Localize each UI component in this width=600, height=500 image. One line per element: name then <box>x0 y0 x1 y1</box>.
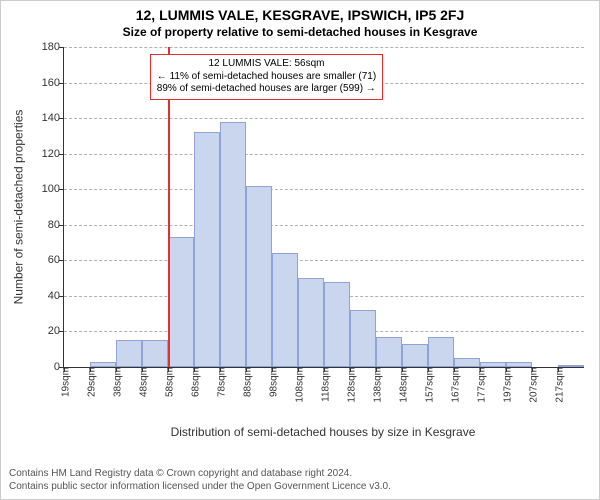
plot-area: 02040608010012014016018019sqm29sqm38sqm4… <box>63 47 584 368</box>
y-tick-label: 160 <box>42 77 64 89</box>
histogram-bar <box>376 337 402 367</box>
histogram-bar <box>402 344 428 367</box>
histogram-bar <box>298 278 324 367</box>
x-tick-label: 29sqm <box>83 367 98 397</box>
footer: Contains HM Land Registry data © Crown c… <box>9 467 591 493</box>
y-axis-label: Number of semi-detached properties <box>11 47 25 367</box>
y-tick-label: 80 <box>48 219 64 231</box>
main-title: 12, LUMMIS VALE, KESGRAVE, IPSWICH, IP5 … <box>1 7 599 23</box>
x-tick-label: 177sqm <box>473 367 488 403</box>
x-tick-label: 78sqm <box>213 367 228 397</box>
annotation-line: ← 11% of semi-detached houses are smalle… <box>157 71 376 84</box>
y-gridline <box>64 225 584 226</box>
x-tick-label: 38sqm <box>109 367 124 397</box>
x-axis-label: Distribution of semi-detached houses by … <box>63 425 583 439</box>
histogram-bar <box>246 186 272 367</box>
histogram-bar <box>116 340 142 367</box>
y-tick-label: 60 <box>48 254 64 266</box>
footer-line-1: Contains HM Land Registry data © Crown c… <box>9 467 591 480</box>
sub-title: Size of property relative to semi-detach… <box>1 25 599 39</box>
x-tick-label: 197sqm <box>499 367 514 403</box>
x-tick-label: 138sqm <box>369 367 384 403</box>
annotation-line: 89% of semi-detached houses are larger (… <box>157 83 376 96</box>
x-tick-label: 157sqm <box>421 367 436 403</box>
x-tick-label: 48sqm <box>135 367 150 397</box>
y-axis-label-text: Number of semi-detached properties <box>11 110 25 305</box>
x-tick-label: 98sqm <box>265 367 280 397</box>
x-tick-label: 148sqm <box>395 367 410 403</box>
y-tick-label: 40 <box>48 290 64 302</box>
y-gridline <box>64 154 584 155</box>
footer-line-2: Contains public sector information licen… <box>9 480 591 493</box>
x-tick-label: 19sqm <box>57 367 72 397</box>
x-tick-label: 88sqm <box>239 367 254 397</box>
x-tick-label: 207sqm <box>525 367 540 403</box>
histogram-bar <box>194 132 220 367</box>
annotation-box: 12 LUMMIS VALE: 56sqm← 11% of semi-detac… <box>150 54 383 100</box>
y-gridline <box>64 47 584 48</box>
histogram-bar <box>220 122 246 367</box>
x-tick-label: 167sqm <box>447 367 462 403</box>
y-gridline <box>64 118 584 119</box>
y-tick-label: 140 <box>42 112 64 124</box>
x-tick-label: 217sqm <box>551 367 566 403</box>
y-tick-label: 20 <box>48 325 64 337</box>
histogram-bar <box>142 340 168 367</box>
histogram-bar <box>168 237 194 367</box>
histogram-bar <box>454 358 480 367</box>
x-tick-label: 68sqm <box>187 367 202 397</box>
x-tick-label: 58sqm <box>161 367 176 397</box>
histogram-bar <box>272 253 298 367</box>
y-gridline <box>64 260 584 261</box>
histogram-bar <box>428 337 454 367</box>
histogram-bar <box>324 282 350 367</box>
chart-page: { "titles": { "main": "12, LUMMIS VALE, … <box>0 0 600 500</box>
x-tick-label: 108sqm <box>291 367 306 403</box>
y-tick-label: 100 <box>42 183 64 195</box>
y-tick-label: 120 <box>42 148 64 160</box>
y-gridline <box>64 189 584 190</box>
annotation-line: 12 LUMMIS VALE: 56sqm <box>157 58 376 71</box>
x-tick-label: 118sqm <box>317 367 332 402</box>
y-tick-label: 180 <box>42 41 64 53</box>
histogram-bar <box>350 310 376 367</box>
x-tick-label: 128sqm <box>343 367 358 403</box>
